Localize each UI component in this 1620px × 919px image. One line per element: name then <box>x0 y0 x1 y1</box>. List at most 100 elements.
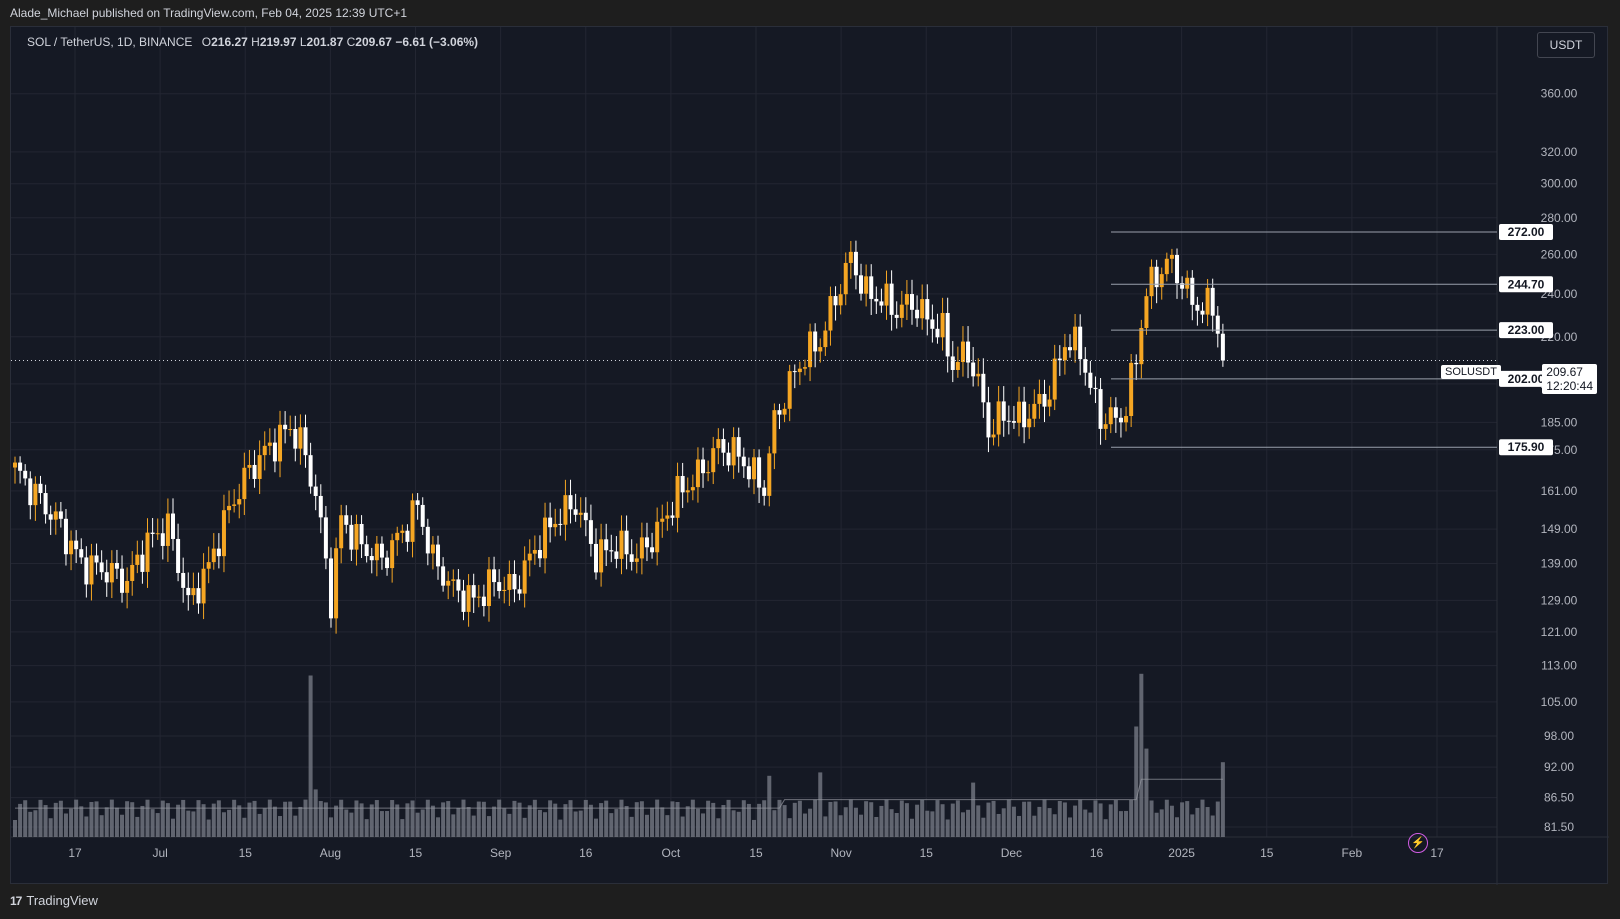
volume-bar <box>731 810 736 837</box>
volume-bar <box>486 816 491 837</box>
candle-body <box>410 500 415 542</box>
candle-body <box>104 572 109 583</box>
volume-bar <box>884 799 889 837</box>
volume-bar <box>573 811 578 837</box>
candle-body <box>354 523 359 550</box>
candle-body <box>328 558 333 619</box>
candle-body <box>752 457 756 480</box>
y-tick-label: 105.00 <box>1541 695 1578 709</box>
level-tag <box>1499 224 1553 241</box>
volume-bar <box>721 804 726 837</box>
y-tick-label: 92.00 <box>1544 760 1574 774</box>
candle-body <box>252 464 257 479</box>
candle-body <box>614 551 619 559</box>
volume-bar <box>634 802 639 837</box>
y-tick-label: 98.00 <box>1544 729 1574 743</box>
volume-bar <box>109 799 114 837</box>
candle-body <box>802 367 807 369</box>
volume-bar <box>303 799 308 837</box>
volume-bar <box>1149 800 1154 837</box>
volume-bar <box>232 799 237 837</box>
x-tick-label: 17 <box>68 846 82 860</box>
candle-body <box>441 566 446 586</box>
volume-bar <box>690 799 695 837</box>
volume-bar <box>328 817 333 837</box>
candle-body <box>604 539 609 551</box>
candle-body <box>644 537 649 548</box>
candle-body <box>1220 333 1225 361</box>
volume-bar <box>991 800 996 837</box>
candle-body <box>1017 401 1022 423</box>
volume-bar <box>1062 802 1067 837</box>
candle-body <box>405 530 410 542</box>
volume-bar <box>120 814 125 837</box>
volume-bar <box>1047 808 1052 837</box>
volume-bar <box>624 806 629 837</box>
candle-body <box>915 309 920 319</box>
candle-body <box>1134 362 1139 365</box>
volume-bar <box>711 802 716 837</box>
x-tick-label: Aug <box>320 846 341 860</box>
volume-bar <box>369 804 374 837</box>
candle-body <box>950 356 955 370</box>
candlestick-chart[interactable]: 360.00320.00300.00280.00260.00240.00220.… <box>11 27 1609 885</box>
volume-bar <box>104 807 109 837</box>
volume-bar <box>354 800 359 837</box>
volume-bar <box>497 799 502 837</box>
volume-bar <box>114 807 119 837</box>
volume-bar <box>629 816 634 837</box>
level-tag <box>1499 322 1553 339</box>
legend-close-label: C <box>346 35 356 49</box>
volume-bar <box>150 809 155 837</box>
candle-body <box>165 513 170 546</box>
currency-button[interactable]: USDT <box>1537 32 1595 58</box>
candle-body <box>221 510 226 557</box>
last-price-tag: 209.67 12:20:44 <box>1542 364 1597 394</box>
candle-body <box>1190 277 1195 305</box>
volume-bar <box>619 799 624 837</box>
tradingview-brand[interactable]: 17 TradingView <box>10 893 98 908</box>
volume-bar <box>211 803 216 837</box>
legend-change: −6.61 (−3.06%) <box>395 35 479 49</box>
symbol-legend: SOL / TetherUS, 1D, BINANCE O216.27 H219… <box>27 35 478 49</box>
candle-body <box>120 568 125 593</box>
volume-bar <box>344 809 349 837</box>
candle-body <box>227 505 232 511</box>
candle-body <box>191 588 196 596</box>
y-tick-label: 113.00 <box>1541 659 1577 673</box>
candle-body <box>991 434 996 438</box>
volume-bar <box>247 802 252 837</box>
candle-body <box>726 452 731 466</box>
volume-bar <box>1164 799 1169 837</box>
volume-bar <box>833 801 838 837</box>
volume-bar <box>1139 673 1144 837</box>
x-tick-label: Feb <box>1342 846 1363 860</box>
y-tick-label: 185.00 <box>1541 415 1578 429</box>
volume-bar <box>436 817 441 837</box>
candle-body <box>945 312 950 357</box>
volume-bar <box>808 808 813 837</box>
candle-body <box>808 331 813 368</box>
candle-body <box>150 532 155 534</box>
candle-body <box>267 442 272 446</box>
volume-bar <box>257 813 262 837</box>
candle-body <box>63 518 68 555</box>
volume-bar <box>802 813 807 837</box>
candle-body <box>242 467 247 500</box>
volume-bar <box>736 811 741 837</box>
chart-frame[interactable]: 360.00 320.00 300.00 280.00 260.00 240.00 220.… <box>10 26 1609 885</box>
volume-bar <box>1083 809 1088 837</box>
candle-body <box>160 533 165 546</box>
volume-bar <box>925 810 930 837</box>
candle-body <box>537 550 542 559</box>
volume-bar <box>940 804 945 837</box>
candle-body <box>639 537 644 559</box>
lightning-bolt-icon[interactable]: ⚡ <box>1408 833 1428 853</box>
volume-bar <box>410 800 415 837</box>
candle-body <box>1144 296 1149 328</box>
candle-body <box>109 562 114 583</box>
volume-bar <box>894 812 899 837</box>
volume-bar <box>1169 805 1174 837</box>
candle-body <box>1108 407 1113 425</box>
volume-bar <box>395 804 400 837</box>
